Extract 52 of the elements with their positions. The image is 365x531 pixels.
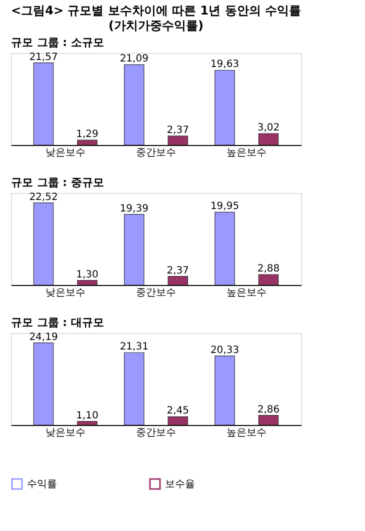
bar <box>258 133 279 146</box>
bar <box>258 414 279 426</box>
data-label: 22,52 <box>29 192 58 203</box>
data-label: 3,02 <box>257 122 280 134</box>
legend-label: 수익률 <box>27 479 57 490</box>
data-label: 20,33 <box>210 344 240 356</box>
x-tick-label: 낮은보수 <box>45 428 86 438</box>
x-tick-label: 중간보수 <box>136 288 176 298</box>
data-label: 2,37 <box>166 265 190 276</box>
data-label: 1,30 <box>76 269 98 280</box>
bar <box>124 64 144 146</box>
bar <box>33 202 54 286</box>
data-label: 2,45 <box>166 406 190 417</box>
bar <box>77 420 98 426</box>
text: 규모 그룹 : 중규모 <box>11 176 104 189</box>
bar <box>168 276 188 286</box>
bar <box>258 274 279 286</box>
data-label: 21,31 <box>120 342 148 353</box>
bar <box>33 342 54 426</box>
x-tick-label: 중간보수 <box>136 148 176 158</box>
bar <box>214 70 235 146</box>
data-label: 2,88 <box>257 263 280 274</box>
x-tick-label: 높은보수 <box>226 148 267 158</box>
x-tick-label: 낮은보수 <box>45 148 86 158</box>
data-label: 21,57 <box>29 52 58 63</box>
bar <box>214 356 235 426</box>
bar <box>124 352 144 426</box>
data-label: 19,95 <box>210 201 240 212</box>
legend-label: 보수율 <box>165 479 195 490</box>
x-tick-label: 높은보수 <box>226 288 267 298</box>
text: 규모 그룹 : 대규모 <box>11 316 104 329</box>
bar <box>124 214 144 286</box>
data-label: 21,09 <box>120 54 148 65</box>
x-tick-label: 중간보수 <box>136 428 176 438</box>
data-label: 2,37 <box>166 124 190 136</box>
x-tick-label: 낮은보수 <box>45 288 86 298</box>
chart-subtitle: (가치가중수익률) <box>108 18 204 32</box>
text: 규모 그룹 : 소규모 <box>11 36 104 49</box>
data-label: 2,86 <box>257 404 280 416</box>
data-label: 19,63 <box>210 59 240 70</box>
chart-title: <그림4> 규모별 보수차이에 따른 1년 동안의 수익률 <box>11 3 301 18</box>
bar <box>77 140 98 146</box>
data-label: 19,39 <box>120 203 148 214</box>
data-label: 24,19 <box>29 332 58 343</box>
bar <box>214 212 235 286</box>
data-label: 1,29 <box>76 129 98 140</box>
x-tick-label: 높은보수 <box>226 428 267 438</box>
bar <box>33 62 54 146</box>
bar <box>168 416 188 426</box>
bar <box>77 280 98 286</box>
bar <box>168 136 188 146</box>
data-label: 1,10 <box>76 410 98 422</box>
